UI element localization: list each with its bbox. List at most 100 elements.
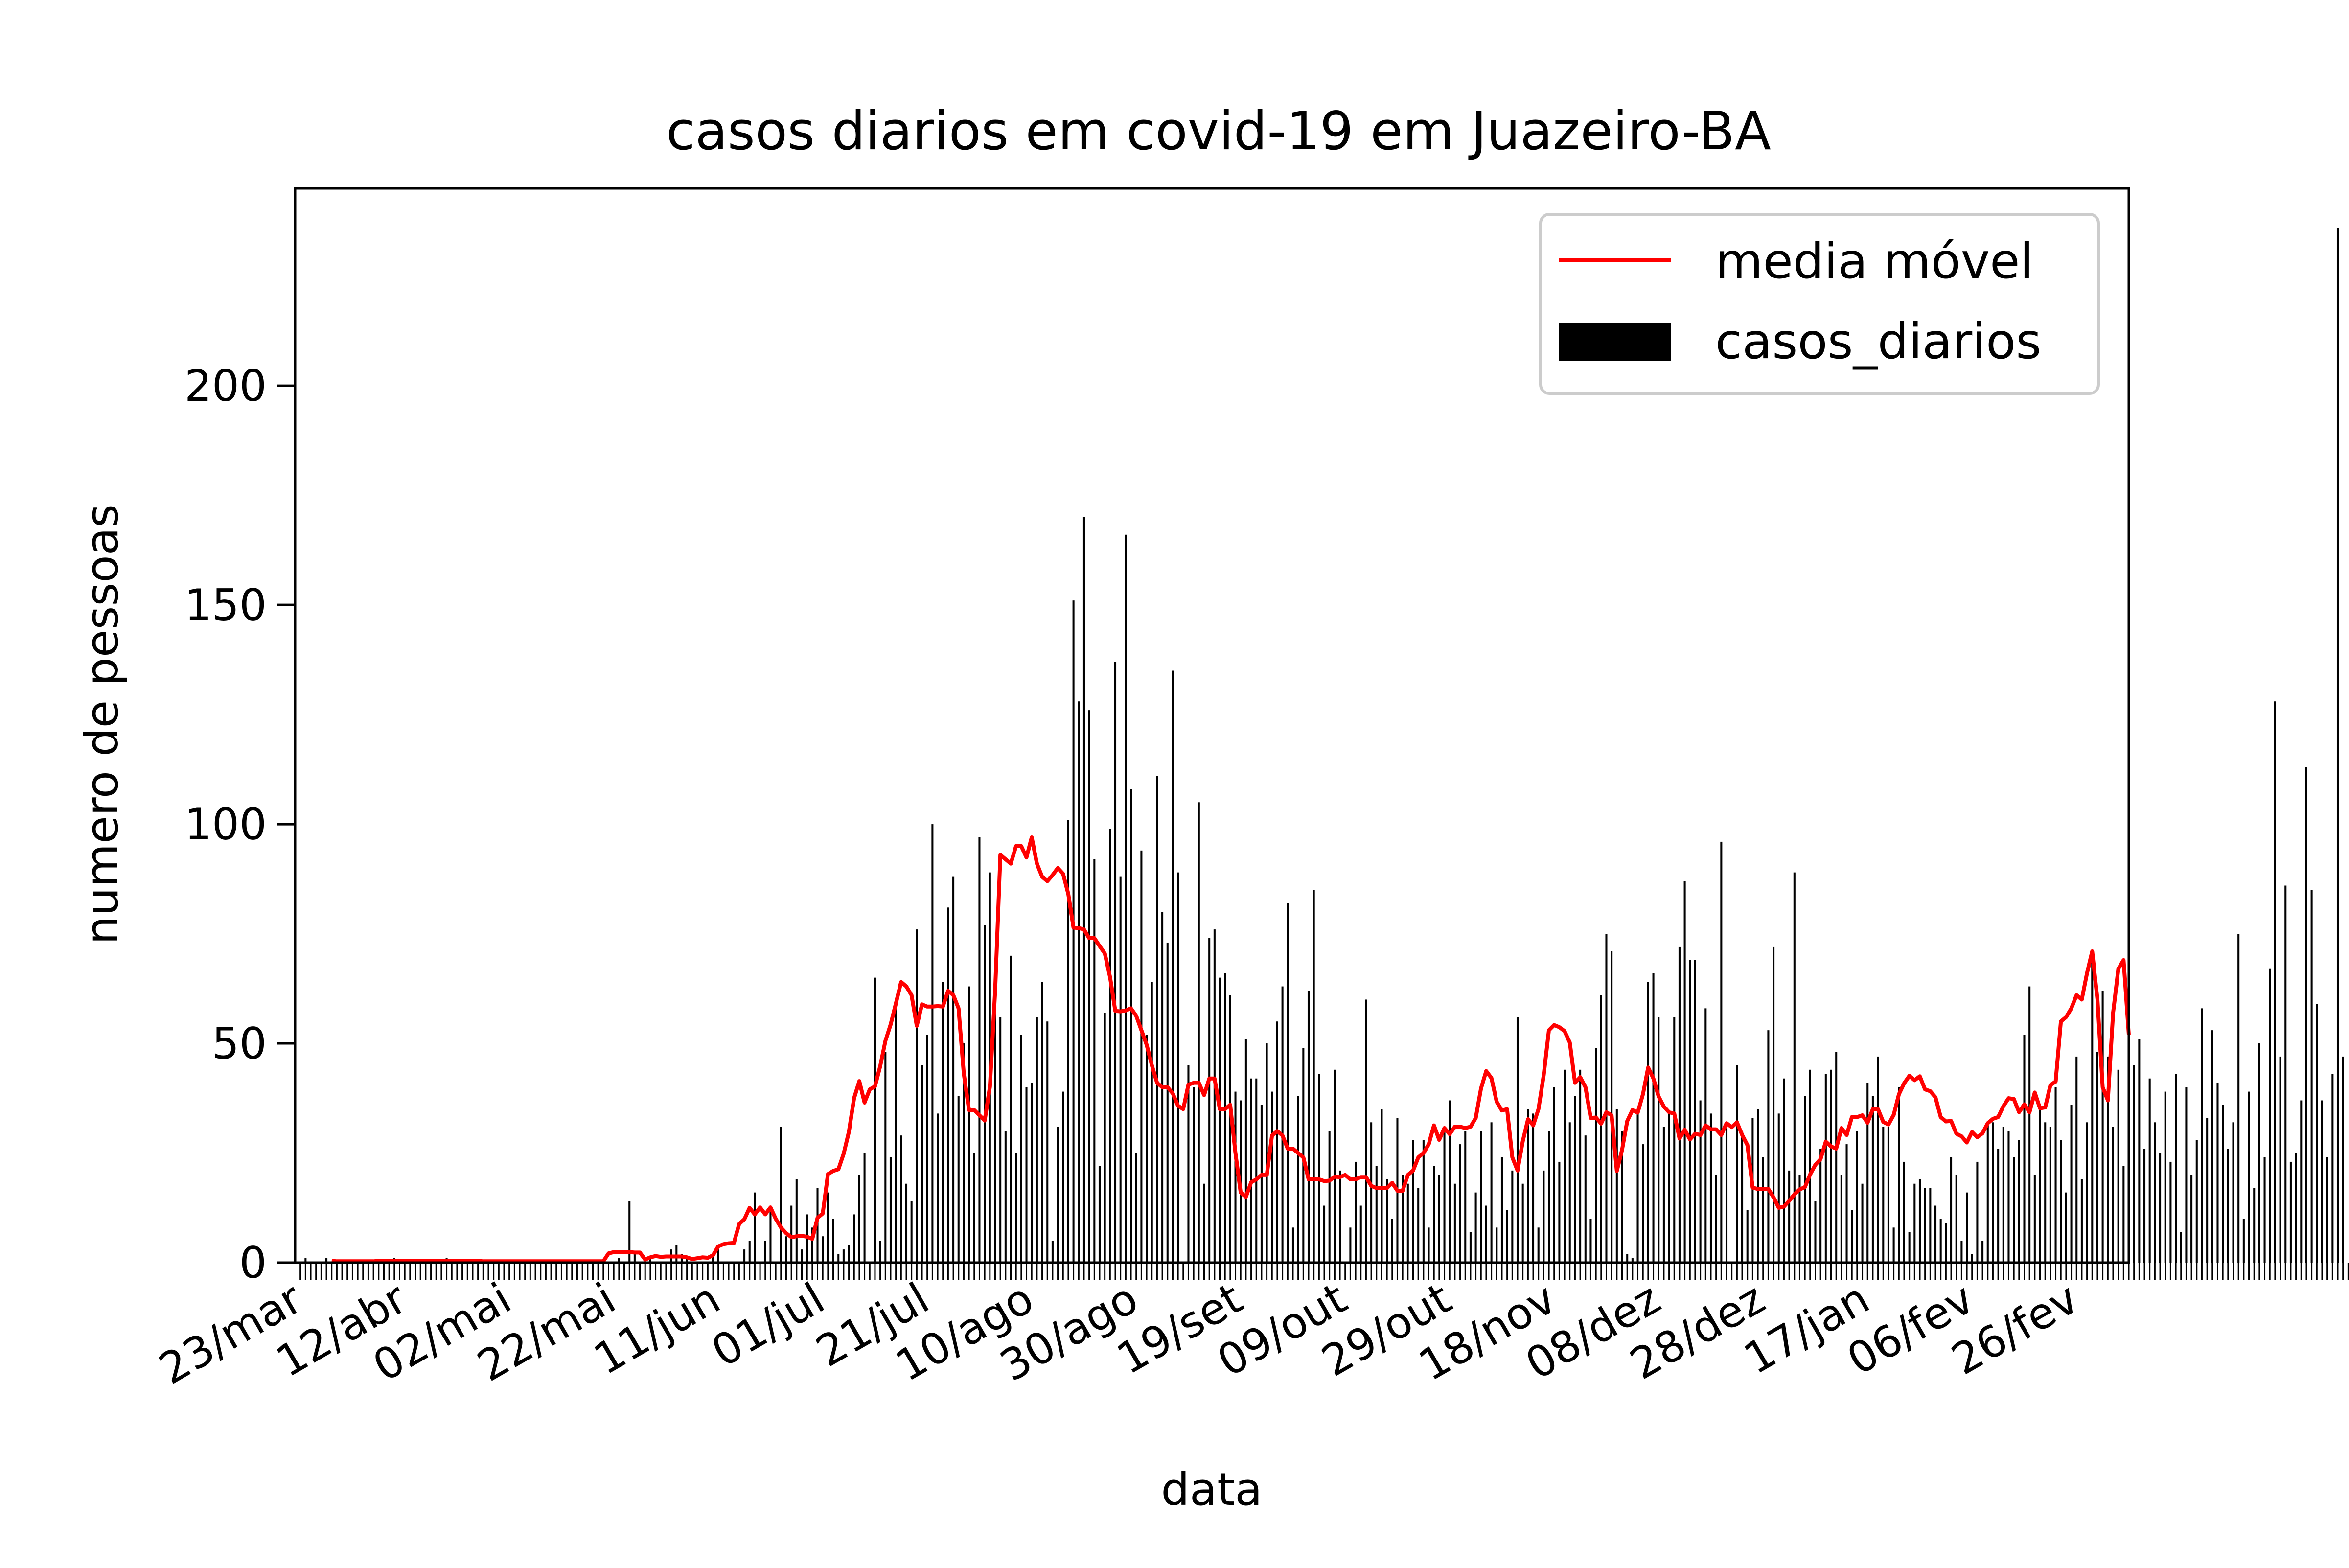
bar	[1584, 1135, 1587, 1263]
bar	[968, 986, 970, 1263]
bar	[790, 1205, 793, 1263]
bar	[994, 986, 996, 1263]
bar	[1349, 1227, 1352, 1263]
bar	[1939, 1219, 1942, 1263]
bar	[1135, 1153, 1137, 1263]
bar	[2263, 1157, 2266, 1263]
bar	[1636, 1109, 1639, 1263]
bar	[1720, 841, 1723, 1263]
bar	[2248, 1091, 2250, 1263]
bar	[1428, 1227, 1430, 1263]
bar	[1892, 1227, 1895, 1263]
bar	[764, 1241, 766, 1263]
bar	[1971, 1254, 1973, 1263]
bar	[1824, 1074, 1827, 1263]
bar	[832, 1219, 834, 1263]
bar	[2143, 1149, 2146, 1263]
bar	[2169, 1161, 2172, 1263]
bar	[1819, 1149, 1822, 1263]
bar	[837, 1254, 840, 1263]
bar	[1323, 1205, 1326, 1263]
bar	[1359, 1205, 1362, 1263]
bar	[2112, 1127, 2115, 1263]
bar	[2300, 1100, 2303, 1263]
bar	[1966, 1192, 1968, 1263]
bar	[1835, 1052, 1838, 1263]
bar	[1307, 991, 1310, 1263]
bar	[1219, 977, 1221, 1263]
bar	[1709, 1113, 1712, 1263]
bar	[2054, 1087, 2057, 1263]
bar	[1082, 517, 1085, 1263]
bar	[1908, 1232, 1911, 1263]
bar	[1668, 1113, 1670, 1263]
bar	[2039, 1109, 2041, 1263]
bar	[785, 1236, 787, 1263]
bar	[942, 982, 944, 1263]
bar	[2216, 1083, 2219, 1263]
bar	[633, 1254, 636, 1263]
bar	[2279, 1056, 2281, 1263]
bar	[1626, 1254, 1629, 1263]
bar	[1391, 1219, 1393, 1263]
moving-average-line	[331, 835, 2131, 1264]
bar	[1558, 1161, 1561, 1263]
bar	[1276, 1021, 1278, 1263]
bar	[1010, 955, 1012, 1263]
bar	[1871, 1096, 1874, 1263]
bar	[1929, 1188, 1932, 1263]
bar	[1762, 1157, 1764, 1263]
bar	[1130, 789, 1132, 1263]
bar	[921, 1065, 923, 1263]
bar	[905, 1183, 908, 1263]
bar	[2148, 1078, 2151, 1263]
bar	[1370, 1122, 1373, 1263]
bar	[1615, 1109, 1618, 1263]
bar	[1548, 1131, 1550, 1263]
bar	[1683, 881, 1686, 1263]
bar-series	[304, 228, 2344, 1263]
bar	[910, 1201, 913, 1263]
bar	[963, 1043, 965, 1263]
bar	[1297, 1096, 1299, 1263]
bar	[1537, 1227, 1540, 1263]
bar	[2253, 1188, 2256, 1263]
chart-title: casos diarios em covid-19 em Juazeiro-BA	[666, 101, 1771, 162]
y-tick-label: 50	[212, 1018, 267, 1069]
bar	[769, 1210, 772, 1263]
bar	[2295, 1153, 2297, 1263]
bar	[1067, 820, 1069, 1263]
bar	[1757, 1109, 1759, 1263]
bar	[1078, 701, 1080, 1263]
bar	[1104, 1013, 1106, 1263]
bar	[1934, 1205, 1937, 1263]
bar	[1260, 1105, 1263, 1263]
bar	[1046, 1021, 1049, 1263]
bar	[1678, 946, 1681, 1263]
bar	[1250, 1078, 1252, 1263]
legend: media móvel casos_diarios	[1539, 213, 2100, 395]
bar	[2211, 1030, 2213, 1263]
bar	[1015, 1153, 1017, 1263]
bar	[1406, 1183, 1409, 1263]
bar	[1924, 1188, 1926, 1263]
bar	[2336, 228, 2339, 1263]
bar	[827, 1192, 829, 1263]
bar	[1866, 1083, 1869, 1263]
bar	[884, 1052, 887, 1263]
bar	[1266, 1043, 1268, 1263]
bar	[2342, 1056, 2344, 1263]
bar	[649, 1258, 651, 1263]
bar	[2190, 1175, 2193, 1263]
bar	[1960, 1241, 1963, 1263]
bar	[2326, 1157, 2328, 1263]
bar	[1694, 960, 1696, 1263]
bar	[1658, 1017, 1660, 1263]
bar	[1098, 1166, 1101, 1263]
bar	[2133, 1065, 2135, 1263]
bar	[858, 1175, 860, 1263]
bar	[1464, 1131, 1467, 1263]
bar	[957, 1096, 960, 1263]
bar	[1072, 600, 1075, 1263]
bar	[952, 876, 955, 1263]
